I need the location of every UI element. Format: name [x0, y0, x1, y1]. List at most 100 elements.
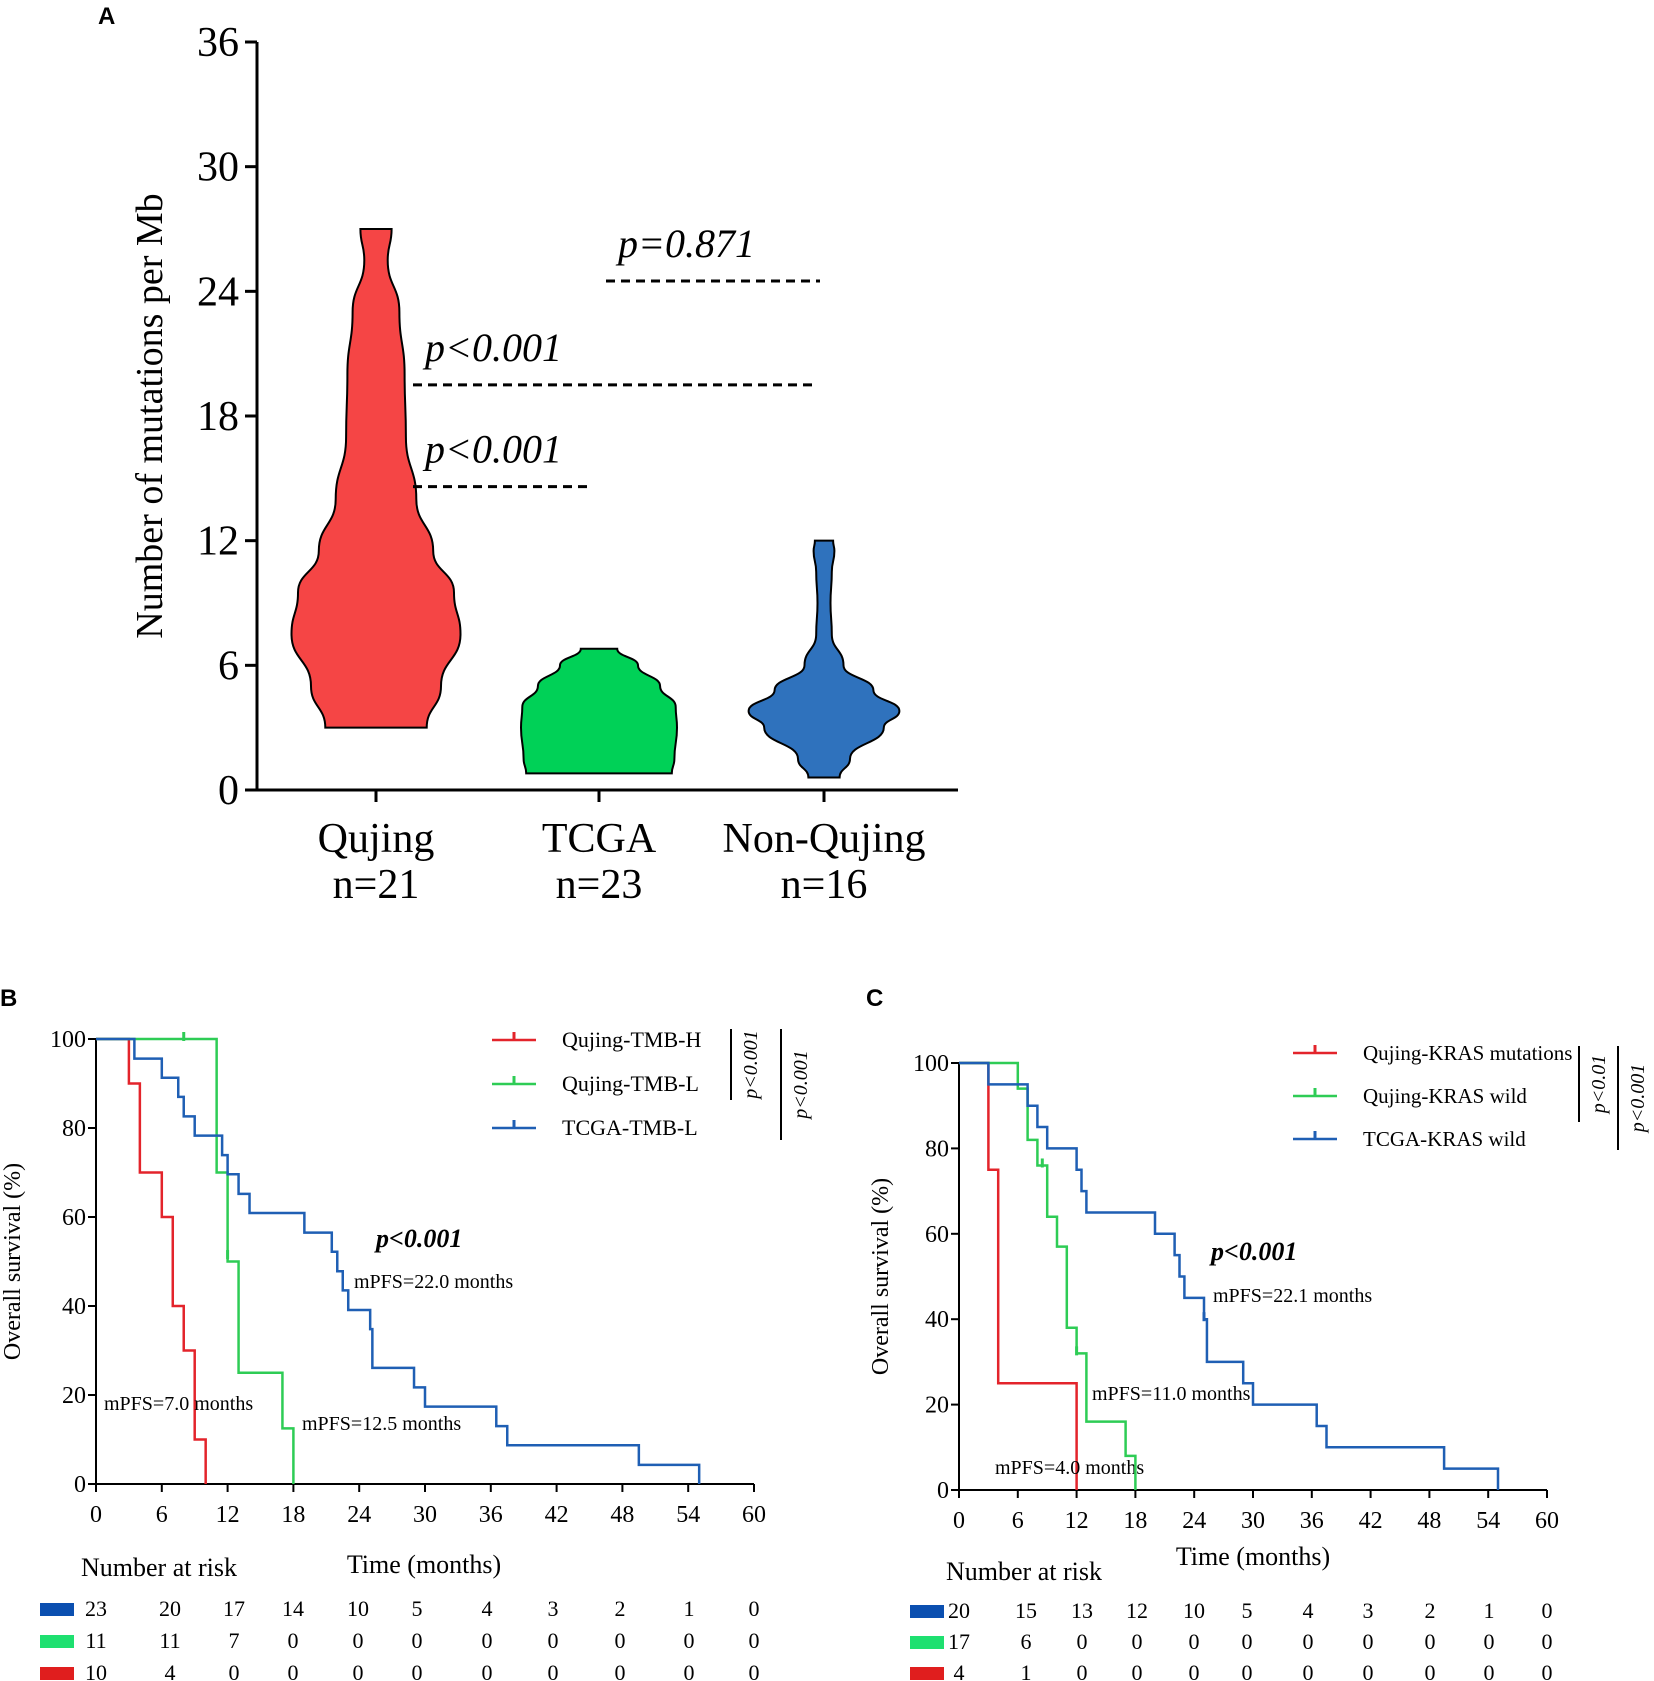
risk-value-qujing-tmb-l-18: 0: [288, 1628, 299, 1653]
risk-value-tcga-tmb-l-48: 2: [615, 1596, 626, 1621]
panel-label-b: B: [0, 985, 17, 1012]
x-tick-label-b-30: 30: [413, 1502, 437, 1528]
risk-value-qujing-kras-wild-54: 0: [1484, 1629, 1495, 1654]
risk-swatch-qujing-kras-wild: [910, 1636, 944, 1649]
risk-value-qujing-kras-mutations-24: 0: [1189, 1660, 1200, 1681]
risk-value-qujing-tmb-h-12: 0: [229, 1660, 240, 1681]
risk-value-qujing-kras-wild-30: 0: [1242, 1629, 1253, 1654]
legend-label-qujing-tmb-l: Qujing-TMB-L: [562, 1071, 699, 1096]
x-tick-label-c-30: 30: [1241, 1508, 1265, 1534]
legend-pvalue-c-2: p<0.001: [1627, 1064, 1649, 1135]
y-tick-label-c-80: 80: [925, 1136, 949, 1162]
legend-pvalue-b-2: p<0.001: [790, 1050, 812, 1121]
x-tick-n-qujing: n=21: [333, 862, 420, 908]
risk-swatch-qujing-tmb-h: [40, 1667, 74, 1680]
risk-value-qujing-tmb-l-42: 0: [548, 1628, 559, 1653]
risk-value-qujing-kras-wild-0: 17: [948, 1629, 970, 1654]
x-tick-label-b-60: 60: [742, 1502, 766, 1528]
risk-value-qujing-kras-wild-36: 0: [1303, 1629, 1314, 1654]
risk-value-tcga-kras-wild-54: 1: [1484, 1598, 1495, 1623]
km-curve-qujing-tmb-h: [96, 1037, 207, 1484]
x-tick-label-qujing: Qujing: [318, 816, 435, 862]
risk-table-title-c: Number at risk: [946, 1557, 1102, 1586]
risk-value-qujing-kras-mutations-12: 0: [1077, 1660, 1088, 1681]
x-tick-label-tcga: TCGA: [542, 816, 657, 862]
risk-value-qujing-kras-mutations-30: 0: [1242, 1660, 1253, 1681]
legend-pvalue-b-1: p<0.001: [740, 1030, 762, 1101]
km-curve-tcga-kras-wild: [959, 1061, 1500, 1490]
risk-swatch-tcga-tmb-l: [40, 1603, 74, 1616]
risk-value-tcga-kras-wild-30: 5: [1242, 1598, 1253, 1623]
risk-value-qujing-tmb-h-6: 4: [165, 1660, 176, 1681]
mpfs-label-tcga-kras-wild: mPFS=22.1 months: [1213, 1285, 1372, 1307]
risk-value-qujing-tmb-h-18: 0: [288, 1660, 299, 1681]
x-tick-label-c-12: 12: [1065, 1508, 1089, 1534]
x-tick-label-c-60: 60: [1535, 1508, 1559, 1534]
y-tick-label-c-20: 20: [925, 1393, 949, 1419]
legend-label-tcga-tmb-l: TCGA-TMB-L: [562, 1115, 698, 1140]
km-curve-qujing-tmb-l: [96, 1037, 295, 1484]
x-tick-label-c-36: 36: [1300, 1508, 1324, 1534]
risk-value-qujing-tmb-l-6: 11: [159, 1628, 180, 1653]
y-tick-label-c-0: 0: [937, 1478, 949, 1504]
risk-value-tcga-kras-wild-6: 15: [1015, 1598, 1037, 1623]
y-axis-title: Number of mutations per Mb: [129, 193, 171, 638]
x-tick-n-non-qujing: n=16: [781, 862, 868, 908]
x-tick-label-b-42: 42: [545, 1502, 569, 1528]
y-tick-label-b-100: 100: [50, 1027, 86, 1053]
risk-value-qujing-tmb-h-48: 0: [615, 1660, 626, 1681]
y-tick-label-0: 0: [218, 768, 239, 814]
legend-label-qujing-kras-mutations: Qujing-KRAS mutations: [1363, 1041, 1572, 1065]
y-tick-label-12: 12: [197, 519, 239, 565]
risk-value-tcga-tmb-l-60: 0: [749, 1596, 760, 1621]
y-tick-label-b-40: 40: [62, 1294, 86, 1320]
risk-value-tcga-tmb-l-30: 5: [412, 1596, 423, 1621]
comparison-pvalue-1: p<0.001: [422, 427, 562, 472]
legend-label-qujing-tmb-h: Qujing-TMB-H: [562, 1027, 701, 1052]
risk-value-qujing-kras-mutations-0: 4: [954, 1660, 965, 1681]
y-tick-label-18: 18: [197, 394, 239, 440]
x-axis-title-c: Time (months): [1176, 1542, 1330, 1571]
risk-value-tcga-tmb-l-36: 4: [482, 1596, 493, 1621]
risk-swatch-qujing-tmb-l: [40, 1635, 74, 1648]
x-tick-label-b-54: 54: [676, 1502, 700, 1528]
km-curve-qujing-kras-mutations: [959, 1061, 1078, 1490]
risk-value-qujing-tmb-h-0: 10: [85, 1660, 107, 1681]
risk-value-tcga-kras-wild-48: 2: [1425, 1598, 1436, 1623]
violin-non-qujing: [747, 539, 901, 779]
x-axis-title-b: Time (months): [347, 1550, 501, 1579]
risk-value-tcga-kras-wild-42: 3: [1363, 1598, 1374, 1623]
x-tick-label-b-18: 18: [281, 1502, 305, 1528]
x-tick-label-c-42: 42: [1359, 1508, 1383, 1534]
violin-tcga: [519, 647, 679, 775]
risk-value-qujing-tmb-l-36: 0: [482, 1628, 493, 1653]
x-tick-label-non-qujing: Non-Qujing: [723, 816, 926, 862]
risk-value-tcga-tmb-l-12: 17: [223, 1596, 245, 1621]
risk-value-tcga-tmb-l-42: 3: [548, 1596, 559, 1621]
y-tick-label-36: 36: [197, 20, 239, 66]
risk-swatch-qujing-kras-mutations: [910, 1667, 944, 1680]
risk-value-qujing-kras-mutations-36: 0: [1303, 1660, 1314, 1681]
y-tick-label-b-80: 80: [62, 1116, 86, 1142]
panel-label-a: A: [98, 3, 115, 30]
mpfs-label-qujing-kras-wild: mPFS=11.0 months: [1092, 1383, 1251, 1405]
x-tick-label-c-24: 24: [1182, 1508, 1206, 1534]
risk-value-qujing-tmb-h-54: 0: [684, 1660, 695, 1681]
risk-value-qujing-tmb-l-30: 0: [412, 1628, 423, 1653]
x-tick-label-b-24: 24: [347, 1502, 371, 1528]
y-axis-title-c: Overall survival (%): [868, 1178, 894, 1375]
risk-value-qujing-kras-wild-42: 0: [1363, 1629, 1374, 1654]
risk-value-qujing-kras-mutations-54: 0: [1484, 1660, 1495, 1681]
risk-value-qujing-tmb-h-30: 0: [412, 1660, 423, 1681]
risk-value-tcga-kras-wild-36: 4: [1303, 1598, 1314, 1623]
x-tick-label-c-0: 0: [953, 1508, 965, 1534]
legend-pvalue-c-1: p<0.01: [1588, 1055, 1610, 1116]
y-tick-label-6: 6: [218, 643, 239, 689]
overall-pvalue-b: p<0.001: [374, 1224, 462, 1253]
legend-label-tcga-kras-wild: TCGA-KRAS wild: [1363, 1127, 1526, 1151]
x-tick-label-b-48: 48: [610, 1502, 634, 1528]
y-tick-label-30: 30: [197, 145, 239, 191]
x-tick-label-c-6: 6: [1012, 1508, 1024, 1534]
risk-value-qujing-tmb-l-24: 0: [353, 1628, 364, 1653]
